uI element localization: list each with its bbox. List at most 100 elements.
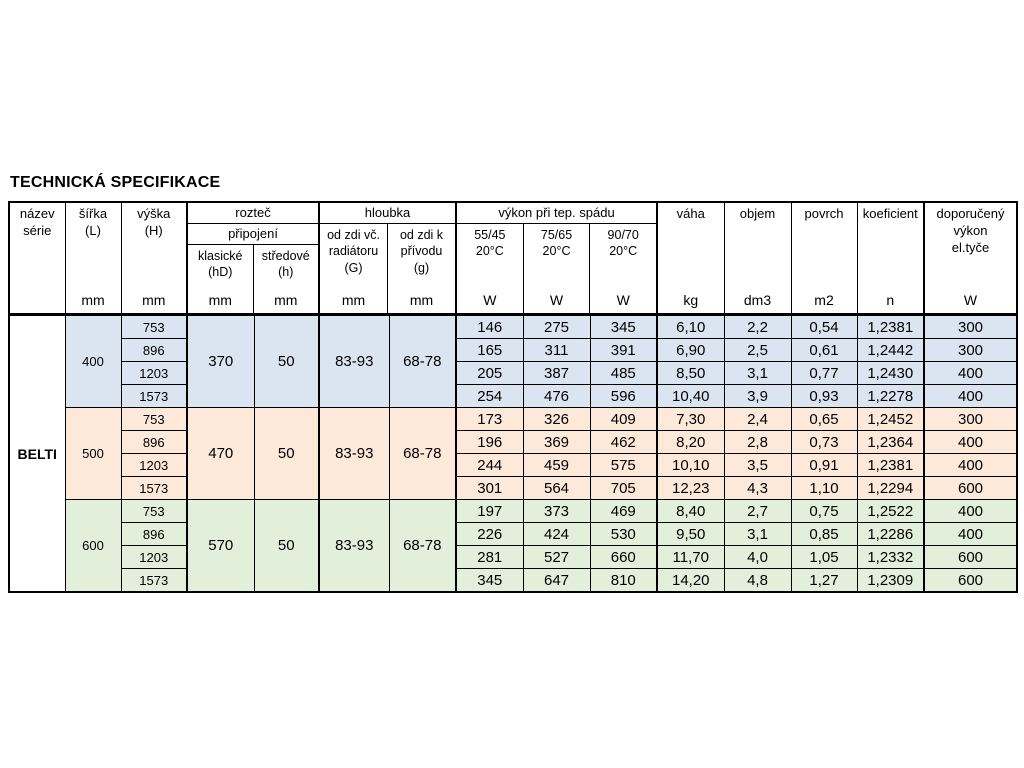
height-cell: 896 <box>120 430 188 454</box>
table-row: 1203 244 459 575 10,10 3,5 0,91 1,2381 4… <box>9 453 1018 477</box>
power-5545-cell: 254 <box>455 384 524 408</box>
volume-cell: 4,3 <box>723 476 792 500</box>
coefficient-cell: 1,2442 <box>856 338 925 362</box>
hloubka-g-cell: 83-93 <box>318 314 390 408</box>
power-9070-cell: 469 <box>589 499 658 523</box>
unit-w: W <box>549 292 564 308</box>
unit-mm: mm <box>274 292 298 308</box>
weight-cell: 10,40 <box>656 384 725 408</box>
page-title: TECHNICKÁ SPECIFIKACE <box>10 174 221 191</box>
header-koeficient: koeficient n <box>856 201 925 316</box>
volume-cell: 2,7 <box>723 499 792 523</box>
power-7565-cell: 564 <box>522 476 591 500</box>
header-group-vykon: výkon při tep. spádu 55/45 20°C W 75/65 … <box>455 201 658 316</box>
subcol-stredove: středové (h) mm <box>252 245 319 313</box>
weight-cell: 8,20 <box>656 430 725 454</box>
unit-mm: mm <box>81 292 105 308</box>
unit-mm: mm <box>341 292 366 308</box>
height-cell: 1203 <box>120 361 188 385</box>
coefficient-cell: 1,2332 <box>856 545 925 569</box>
table-row: 1573 345 647 810 14,20 4,8 1,27 1,2309 6… <box>9 568 1018 593</box>
power-9070-cell: 660 <box>589 545 658 569</box>
power-7565-cell: 373 <box>522 499 591 523</box>
subcol-5545: 55/45 20°C W <box>457 224 523 313</box>
unit-dm3: dm3 <box>743 292 772 308</box>
power-9070-cell: 530 <box>589 522 658 546</box>
power-5545-cell: 173 <box>455 407 524 431</box>
unit-m2: m2 <box>814 292 834 308</box>
recommended-power-cell: 400 <box>923 522 1018 546</box>
power-5545-cell: 146 <box>455 314 524 339</box>
power-9070-cell: 409 <box>589 407 658 431</box>
coefficient-cell: 1,2430 <box>856 361 925 385</box>
header-roztec-label: rozteč <box>188 203 319 224</box>
height-cell: 1573 <box>120 384 188 408</box>
surface-cell: 0,54 <box>790 314 858 339</box>
power-5545-cell: 244 <box>455 453 524 477</box>
header-nazev-serie: název série <box>8 201 66 316</box>
recommended-power-cell: 600 <box>923 476 1018 500</box>
recommended-power-cell: 400 <box>923 453 1018 477</box>
surface-cell: 0,91 <box>790 453 858 477</box>
table-row: 896 226 424 530 9,50 3,1 0,85 1,2286 400 <box>9 522 1018 546</box>
header-povrch: povrch m2 <box>790 201 858 316</box>
height-cell: 1573 <box>120 476 188 500</box>
spec-table: název série šířka (L) mm výška (H) mm rozt… <box>8 201 1019 593</box>
coefficient-cell: 1,2381 <box>856 314 925 339</box>
power-9070-cell: 575 <box>589 453 658 477</box>
width-cell: 500 <box>64 407 122 500</box>
height-cell: 1203 <box>120 453 188 477</box>
header-group-hloubka: hloubka od zdi vč. radiátoru (G) mm od z… <box>318 201 457 316</box>
table-row: 896 196 369 462 8,20 2,8 0,73 1,2364 400 <box>9 430 1018 454</box>
volume-cell: 3,1 <box>723 361 792 385</box>
header-sirka: šířka (L) mm <box>64 201 122 316</box>
table-row: 600 753 570 50 83-93 68-78 197 373 469 8… <box>9 499 1018 593</box>
header-pripojeni-label: připojení <box>188 224 319 245</box>
recommended-power-cell: 400 <box>923 430 1018 454</box>
unit-mm: mm <box>142 292 166 308</box>
unit-w: W <box>963 292 978 308</box>
coefficient-cell: 1,2522 <box>856 499 925 523</box>
coefficient-cell: 1,2309 <box>856 568 925 593</box>
volume-cell: 3,1 <box>723 522 792 546</box>
recommended-power-cell: 300 <box>923 338 1018 362</box>
power-7565-cell: 326 <box>522 407 591 431</box>
recommended-power-cell: 400 <box>923 361 1018 385</box>
surface-cell: 0,73 <box>790 430 858 454</box>
volume-cell: 3,9 <box>723 384 792 408</box>
weight-cell: 7,30 <box>656 407 725 431</box>
unit-kg: kg <box>683 292 699 308</box>
hloubka-g-cell: 83-93 <box>318 499 390 593</box>
surface-cell: 0,93 <box>790 384 858 408</box>
coefficient-cell: 1,2381 <box>856 453 925 477</box>
surface-cell: 1,10 <box>790 476 858 500</box>
coefficient-cell: 1,2278 <box>856 384 925 408</box>
table-row: 1203 205 387 485 8,50 3,1 0,77 1,2430 40… <box>9 361 1018 385</box>
header-hloubka-label: hloubka <box>320 203 456 224</box>
volume-cell: 2,5 <box>723 338 792 362</box>
weight-cell: 11,70 <box>656 545 725 569</box>
height-cell: 1573 <box>120 568 188 593</box>
table-row: BELTI 400 753 370 50 83-93 68-78 146 275… <box>8 314 1018 593</box>
recommended-power-cell: 600 <box>923 545 1018 569</box>
width-cell: 600 <box>64 499 122 593</box>
power-9070-cell: 705 <box>589 476 658 500</box>
power-9070-cell: 391 <box>589 338 658 362</box>
subcol-od-zdi-privodu: od zdi k přívodu (g) mm <box>387 224 455 313</box>
volume-cell: 4,8 <box>723 568 792 593</box>
height-cell: 753 <box>120 314 188 339</box>
unit-w: W <box>483 292 497 308</box>
subcol-7565: 75/65 20°C W <box>522 224 590 313</box>
stredove-cell: 50 <box>253 314 320 408</box>
coefficient-cell: 1,2452 <box>856 407 925 431</box>
unit-n: n <box>886 292 895 308</box>
header-vaha: váha kg <box>656 201 725 316</box>
power-9070-cell: 462 <box>589 430 658 454</box>
weight-cell: 9,50 <box>656 522 725 546</box>
surface-cell: 0,65 <box>790 407 858 431</box>
volume-cell: 2,8 <box>723 430 792 454</box>
power-7565-cell: 459 <box>522 453 591 477</box>
table-row: 1203 281 527 660 11,70 4,0 1,05 1,2332 6… <box>9 545 1018 569</box>
table-row: 500 753 470 50 83-93 68-78 173 326 409 7… <box>9 407 1018 500</box>
surface-cell: 1,27 <box>790 568 858 593</box>
